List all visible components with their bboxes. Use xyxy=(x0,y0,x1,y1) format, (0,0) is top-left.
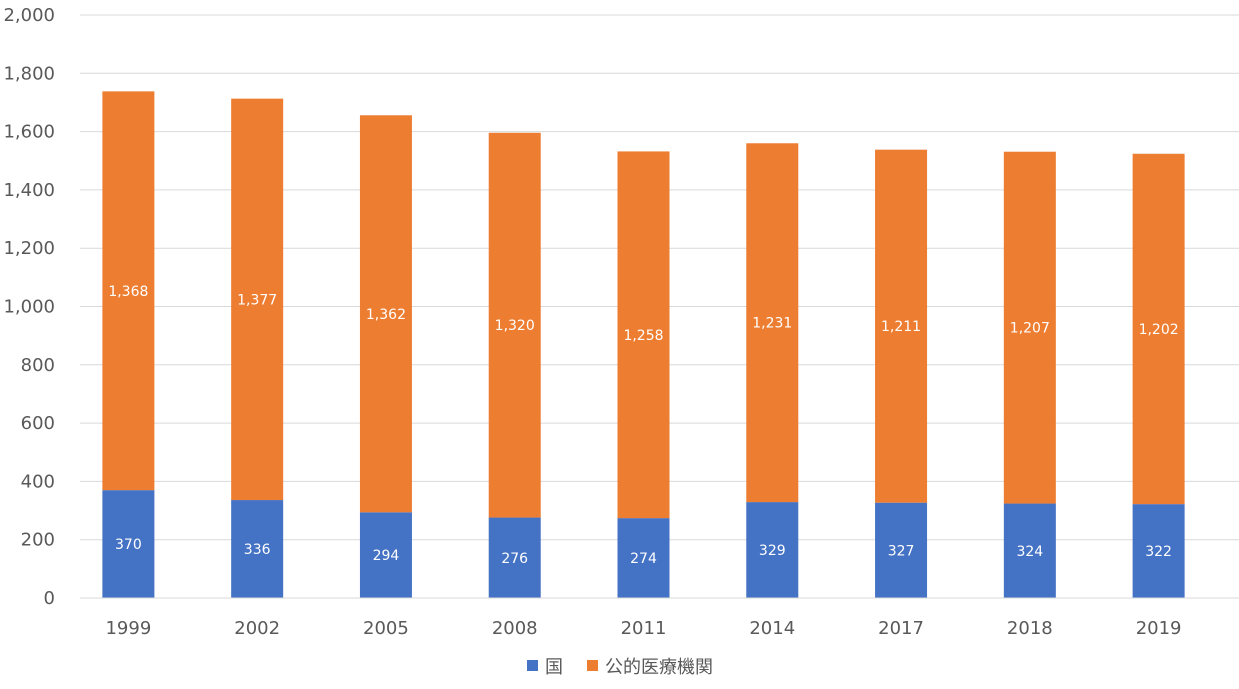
y-tick-label: 1,200 xyxy=(3,238,55,259)
data-label: 1,211 xyxy=(881,319,921,335)
bar-segment-public-medical xyxy=(746,143,799,503)
bar-segment-national xyxy=(746,502,799,598)
bar-segment-national xyxy=(231,500,284,598)
bar-segment-public-medical xyxy=(1003,151,1056,504)
x-tick-label: 2002 xyxy=(234,618,280,639)
bar-segment-public-medical xyxy=(875,149,928,503)
y-tick-label: 2,000 xyxy=(3,5,55,26)
data-label: 329 xyxy=(759,543,786,559)
data-label: 327 xyxy=(888,543,915,559)
bar-segment-public-medical xyxy=(488,132,541,518)
bar-segment-public-medical xyxy=(617,151,670,519)
bar-segment-national xyxy=(359,512,412,598)
data-label: 1,202 xyxy=(1139,322,1179,338)
data-label: 324 xyxy=(1016,544,1043,560)
data-label: 1,231 xyxy=(752,316,792,332)
y-tick-label: 600 xyxy=(21,413,55,434)
data-label: 336 xyxy=(244,542,271,558)
y-axis: 0 200 400 600 800 1,000 1,200 1,400 1,600 1,800 2,… xyxy=(3,5,55,609)
legend-swatch xyxy=(587,660,598,671)
data-label: 370 xyxy=(115,537,142,553)
bar-segment-public-medical xyxy=(359,115,412,513)
x-tick-label: 2014 xyxy=(749,618,795,639)
x-tick-label: 2017 xyxy=(878,618,924,639)
bars xyxy=(102,91,1185,598)
y-tick-label: 1,400 xyxy=(3,180,55,201)
legend: 国 公的医療機関 xyxy=(527,657,713,678)
bar-segment-public-medical xyxy=(231,98,284,501)
y-tick-label: 400 xyxy=(21,471,55,492)
bar-segment-national xyxy=(488,517,541,598)
x-tick-label: 2019 xyxy=(1136,618,1182,639)
data-label: 294 xyxy=(373,548,400,564)
data-label: 1,377 xyxy=(237,292,277,308)
data-label: 1,258 xyxy=(623,328,663,344)
data-label: 1,320 xyxy=(495,318,535,334)
bar-segment-national xyxy=(617,518,670,598)
x-tick-label: 2011 xyxy=(621,618,667,639)
bar-segment-national xyxy=(1003,503,1056,598)
bar-segment-public-medical xyxy=(102,91,155,491)
data-label: 322 xyxy=(1145,544,1172,560)
y-tick-label: 1,800 xyxy=(3,63,55,84)
bar-segment-national xyxy=(875,502,928,598)
bar-segment-public-medical xyxy=(1132,153,1185,505)
y-tick-label: 0 xyxy=(44,588,55,609)
bar-segment-national xyxy=(1132,504,1185,598)
x-tick-label: 2005 xyxy=(363,618,409,639)
y-tick-label: 1,000 xyxy=(3,297,55,318)
data-label: 276 xyxy=(501,551,528,567)
data-labels: 370 1,368 336 1,377 294 1,362 276 1,320 274 1,258… xyxy=(108,284,1178,567)
x-tick-label: 2018 xyxy=(1007,618,1053,639)
x-tick-label: 1999 xyxy=(105,618,151,639)
data-label: 274 xyxy=(630,551,657,567)
data-label: 1,368 xyxy=(108,284,148,300)
data-label: 1,362 xyxy=(366,307,406,323)
legend-label: 国 xyxy=(545,657,563,678)
y-tick-label: 1,600 xyxy=(3,122,55,143)
y-tick-label: 800 xyxy=(21,355,55,376)
legend-swatch xyxy=(527,660,538,671)
x-tick-label: 2008 xyxy=(492,618,538,639)
data-label: 1,207 xyxy=(1010,321,1050,337)
legend-label: 公的医療機関 xyxy=(605,657,713,678)
bar-segment-national xyxy=(102,490,155,598)
x-axis: 1999 2002 2005 2008 2011 2014 2017 2018 2019 xyxy=(80,597,1239,639)
y-tick-label: 200 xyxy=(21,530,55,551)
